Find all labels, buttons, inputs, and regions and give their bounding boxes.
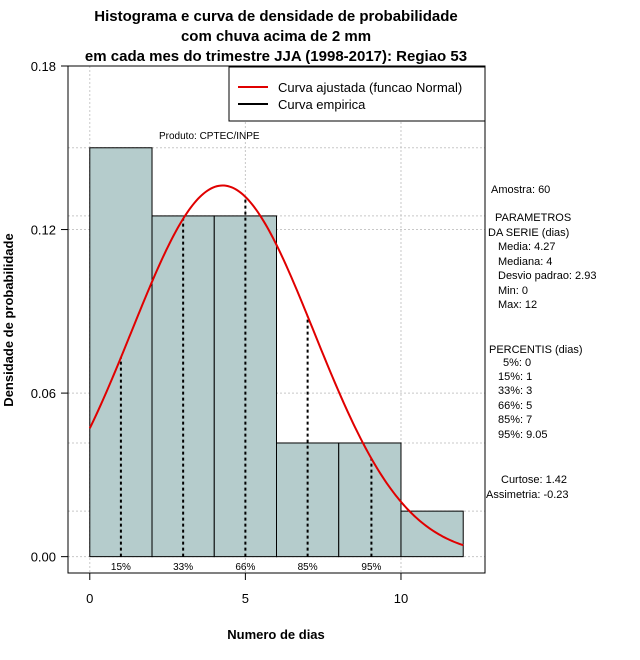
x-axis: 0 5 10 bbox=[86, 572, 408, 606]
normal-curve bbox=[88, 184, 464, 547]
stat-max: Max: 12 bbox=[498, 299, 537, 311]
percentile-label-0: 15% bbox=[111, 562, 131, 573]
x-tick-label-2: 10 bbox=[394, 591, 408, 606]
stat-perc-header: PERCENTIS (dias) bbox=[489, 344, 583, 356]
x-tick-label-1: 5 bbox=[242, 591, 249, 606]
percentile-label-2: 66% bbox=[235, 562, 255, 573]
histogram-bar-5 bbox=[400, 510, 464, 558]
stat-curtose: Curtose: 1.42 bbox=[501, 474, 567, 486]
percentile-label-3: 85% bbox=[298, 562, 318, 573]
stat-p85: 85%: 7 bbox=[498, 414, 532, 426]
x-tick-label-0: 0 bbox=[86, 591, 93, 606]
y-axis: 0.00 0.06 0.12 0.18 bbox=[31, 59, 69, 565]
stat-amostra: Amostra: 60 bbox=[491, 184, 550, 196]
legend-label-empirical: Curva empirica bbox=[278, 97, 366, 112]
chart-title-line-1: Histograma e curva de densidade de proba… bbox=[94, 8, 457, 25]
product-note: Produto: CPTEC/INPE bbox=[159, 131, 260, 142]
stat-media: Media: 4.27 bbox=[498, 241, 555, 253]
stat-p66: 66%: 5 bbox=[498, 400, 532, 412]
stat-param-header-2: DA SERIE (dias) bbox=[488, 227, 569, 239]
legend-box bbox=[228, 66, 486, 122]
percentile-label-1: 33% bbox=[173, 562, 193, 573]
stat-p33: 33%: 3 bbox=[498, 385, 532, 397]
histogram-bars bbox=[89, 147, 464, 558]
stat-p15: 15%: 1 bbox=[498, 371, 532, 383]
stat-desvio: Desvio padrao: 2.93 bbox=[498, 270, 596, 282]
stat-p95: 95%: 9.05 bbox=[498, 429, 548, 441]
y-tick-label-3: 0.18 bbox=[31, 59, 56, 74]
stat-p5: 5%: 0 bbox=[503, 357, 531, 369]
y-tick-label-0: 0.00 bbox=[31, 550, 56, 565]
percentile-label-4: 95% bbox=[361, 562, 381, 573]
histogram-bar-4 bbox=[338, 442, 402, 558]
stat-param-header-1: PARAMETROS bbox=[495, 212, 571, 224]
legend: Curva ajustada (funcao Normal) Curva emp… bbox=[228, 66, 486, 122]
stat-assimetria: Assimetria: -0.23 bbox=[486, 489, 569, 501]
x-axis-title: Numero de dias bbox=[227, 627, 325, 642]
y-tick-label-1: 0.06 bbox=[31, 386, 56, 401]
legend-label-normal: Curva ajustada (funcao Normal) bbox=[278, 80, 462, 95]
stat-min: Min: 0 bbox=[498, 285, 528, 297]
percentile-lines: 15% 33% 66% 85% 95% bbox=[111, 196, 382, 573]
stat-mediana: Mediana: 4 bbox=[498, 256, 552, 268]
y-axis-title: Densidade de probabilidade bbox=[1, 233, 16, 406]
chart-title-line-2: com chuva acima de 2 mm bbox=[181, 28, 371, 45]
stats-panel: Amostra: 60 PARAMETROS DA SERIE (dias) M… bbox=[486, 184, 596, 501]
y-tick-label-2: 0.12 bbox=[31, 223, 56, 238]
chart-title-line-3: em cada mes do trimestre JJA (1998-2017)… bbox=[85, 48, 467, 65]
